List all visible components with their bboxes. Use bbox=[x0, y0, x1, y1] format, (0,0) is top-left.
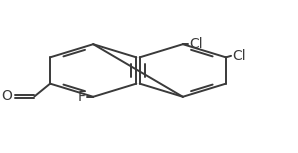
Text: O: O bbox=[1, 89, 12, 103]
Text: Cl: Cl bbox=[232, 49, 246, 63]
Text: Cl: Cl bbox=[189, 37, 203, 51]
Text: F: F bbox=[77, 90, 86, 104]
